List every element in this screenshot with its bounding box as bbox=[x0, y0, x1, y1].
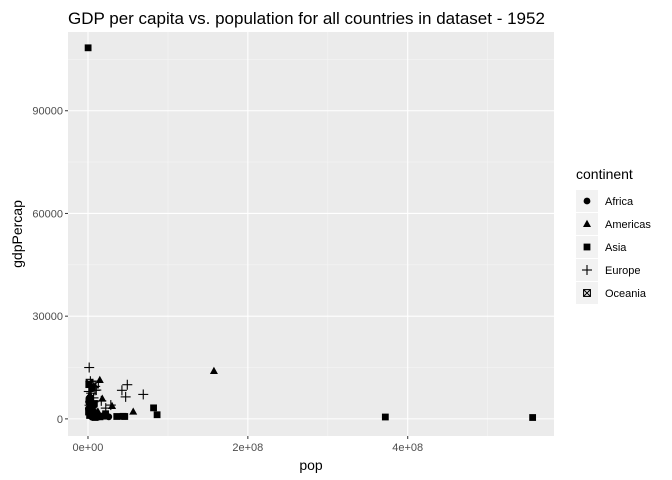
series-oceania bbox=[85, 378, 99, 389]
data-point bbox=[96, 395, 107, 406]
marker-triangle bbox=[129, 407, 138, 415]
data-point bbox=[96, 413, 104, 421]
data-point bbox=[150, 404, 157, 412]
legend-entry-europe: Europe bbox=[576, 259, 640, 281]
data-point bbox=[138, 389, 149, 400]
legend-title: continent bbox=[576, 166, 633, 182]
legend-label: Europe bbox=[605, 265, 640, 277]
legend-label: Americas bbox=[605, 219, 651, 231]
marker-square bbox=[96, 413, 104, 421]
data-point bbox=[209, 366, 218, 374]
data-point bbox=[93, 407, 102, 415]
x-tick-label: 0e+00 bbox=[73, 442, 104, 454]
marker-square bbox=[583, 243, 591, 251]
data-points bbox=[83, 44, 537, 421]
data-point bbox=[86, 412, 93, 419]
data-point bbox=[116, 385, 127, 396]
data-point bbox=[88, 396, 99, 407]
data-point bbox=[98, 394, 107, 402]
data-point bbox=[85, 378, 94, 387]
legend-marker bbox=[582, 265, 592, 275]
y-tick-label: 30000 bbox=[32, 311, 63, 323]
axis-ticks: 0e+00 2e+08 4e+08 0 30000 60000 90000 bbox=[32, 106, 423, 454]
marker-square bbox=[86, 412, 93, 419]
y-tick-label: 0 bbox=[57, 414, 63, 426]
plot-panel bbox=[68, 32, 554, 436]
legend-marker bbox=[583, 289, 591, 297]
data-point bbox=[86, 388, 97, 399]
data-point bbox=[529, 414, 537, 421]
marker-x-b bbox=[91, 380, 99, 389]
data-point bbox=[91, 414, 99, 421]
marker-square bbox=[150, 404, 157, 412]
marker-circle bbox=[583, 197, 591, 205]
legend-entry-americas: Americas bbox=[576, 213, 651, 235]
x-tick-label: 4e+08 bbox=[392, 442, 423, 454]
data-point bbox=[83, 386, 94, 397]
y-tick-label: 60000 bbox=[32, 208, 63, 220]
marker-square bbox=[84, 44, 92, 52]
legend-entry-asia: Asia bbox=[576, 236, 627, 258]
data-point bbox=[105, 400, 116, 411]
data-point bbox=[86, 401, 97, 412]
data-point bbox=[122, 379, 133, 390]
marker-square-outline bbox=[583, 289, 591, 297]
legend-marker bbox=[583, 219, 591, 227]
data-point bbox=[84, 362, 95, 373]
legend-label: Oceania bbox=[605, 288, 647, 300]
y-axis-title: gdpPercap bbox=[9, 200, 25, 268]
data-point bbox=[121, 413, 129, 420]
data-point bbox=[381, 413, 389, 421]
marker-square-outline bbox=[85, 378, 94, 387]
legend-label: Africa bbox=[605, 196, 634, 208]
legend-entry-oceania: Oceania bbox=[576, 282, 647, 304]
x-tick-label: 2e+08 bbox=[232, 442, 263, 454]
marker-x-b bbox=[583, 289, 591, 297]
data-point bbox=[102, 410, 109, 418]
marker-x-b bbox=[85, 378, 94, 387]
data-point bbox=[85, 407, 96, 418]
marker-square bbox=[153, 411, 161, 419]
legend-marker bbox=[583, 197, 591, 205]
legend-entry-africa: Africa bbox=[576, 190, 634, 212]
data-point bbox=[84, 44, 92, 52]
data-point bbox=[100, 403, 111, 414]
legend-label: Asia bbox=[605, 242, 627, 254]
chart-title: GDP per capita vs. population for all co… bbox=[68, 9, 545, 28]
y-tick-label: 90000 bbox=[32, 106, 63, 118]
data-point bbox=[90, 400, 98, 407]
x-axis-title: pop bbox=[299, 457, 323, 473]
marker-triangle bbox=[583, 219, 591, 227]
marker-triangle bbox=[98, 394, 107, 402]
marker-square bbox=[90, 400, 98, 407]
data-point bbox=[129, 407, 138, 415]
data-point bbox=[153, 411, 161, 419]
marker-square bbox=[381, 413, 389, 421]
marker-triangle bbox=[209, 366, 218, 374]
marker-square bbox=[529, 414, 537, 421]
marker-square bbox=[91, 414, 99, 421]
marker-square bbox=[121, 413, 129, 420]
legend: continent Africa Americas Asia Europe Oceani… bbox=[576, 166, 651, 304]
series-europe bbox=[83, 362, 149, 418]
data-point bbox=[113, 413, 121, 420]
data-point bbox=[120, 391, 131, 402]
legend-marker bbox=[583, 243, 591, 251]
marker-square bbox=[113, 413, 121, 420]
marker-triangle bbox=[93, 407, 102, 415]
grid-lines bbox=[68, 32, 554, 436]
marker-square bbox=[102, 410, 109, 418]
